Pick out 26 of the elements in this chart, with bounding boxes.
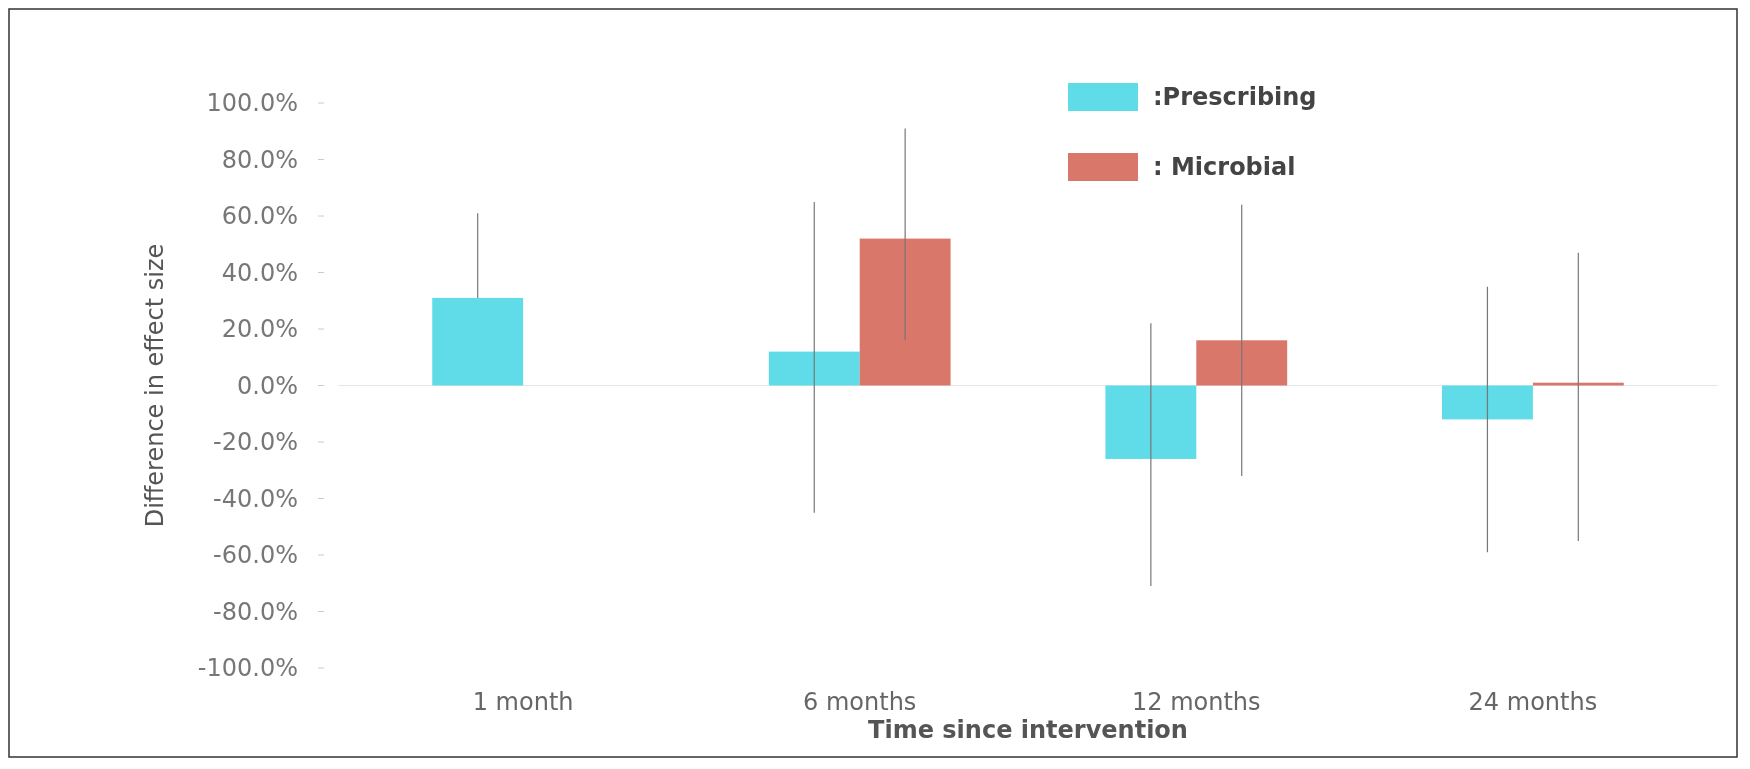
legend-label: :Prescribing xyxy=(1153,83,1317,112)
y-tick-label: 0.0% xyxy=(237,371,298,400)
legend-label: : Microbial xyxy=(1153,153,1296,182)
y-tick-label: -80.0% xyxy=(213,597,298,626)
bar xyxy=(1196,340,1288,386)
y-tick-label: 100.0% xyxy=(206,89,298,118)
x-tick-label: 24 months xyxy=(1468,688,1598,716)
bar xyxy=(768,351,860,386)
y-tick-label: -40.0% xyxy=(213,484,298,513)
x-tick-label: 6 months xyxy=(803,688,917,716)
y-axis-title: Difference in effect size xyxy=(141,243,169,528)
y-tick-label: -100.0% xyxy=(197,654,298,683)
x-tick-label: 12 months xyxy=(1132,688,1261,716)
x-tick-label: 1 month xyxy=(472,688,574,716)
bar xyxy=(859,238,951,386)
y-tick-label: -60.0% xyxy=(213,541,298,570)
bar xyxy=(1442,385,1533,420)
bar xyxy=(432,297,524,386)
y-tick-label: 40.0% xyxy=(221,258,298,287)
y-tick-label: 80.0% xyxy=(221,145,298,174)
y-tick-label: 20.0% xyxy=(221,315,298,344)
y-tick-label: 60.0% xyxy=(221,202,298,231)
y-tick-label: -20.0% xyxy=(213,428,298,457)
bar xyxy=(1532,382,1624,386)
x-axis-title: Time since intervention xyxy=(868,716,1188,744)
bar xyxy=(1105,385,1197,459)
